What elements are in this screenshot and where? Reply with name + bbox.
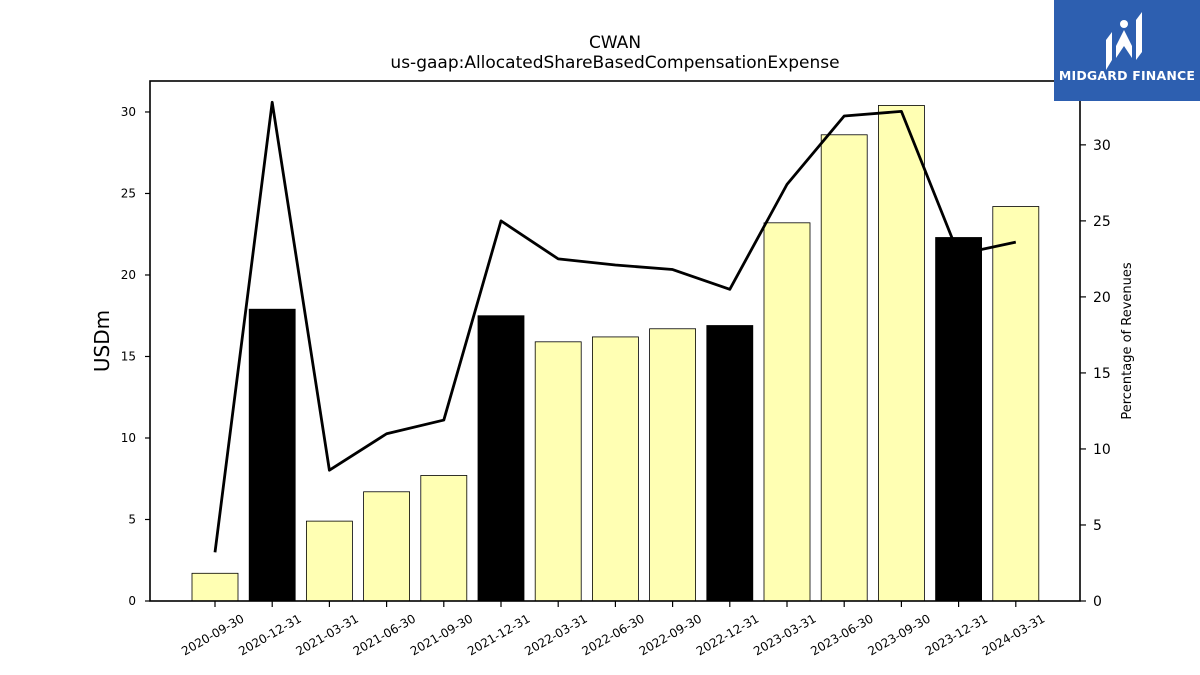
bar-2023-12-31 — [935, 237, 982, 602]
y-tick-label: 5 — [128, 512, 136, 526]
x-tick-label: 2024-03-31 — [980, 611, 1047, 658]
bar-2024-03-31 — [992, 206, 1040, 602]
y-tick-label: 10 — [121, 431, 136, 445]
x-tick-label: 2020-09-30 — [179, 611, 246, 658]
x-tick-label: 2023-06-30 — [808, 611, 875, 658]
x-tick-label: 2023-09-30 — [865, 611, 932, 658]
x-tick-label: 2022-06-30 — [579, 611, 646, 658]
y2-tick-label: 5 — [1093, 518, 1102, 534]
line-series — [213, 100, 1017, 553]
x-tick-label: 2021-09-30 — [408, 611, 475, 658]
x-tick-label: 2021-03-31 — [293, 611, 360, 658]
bar-2023-09-30 — [878, 105, 925, 602]
brand-name: MIDGARD FINANCE — [1058, 68, 1196, 83]
brand-logo: MIDGARD FINANCE — [1054, 0, 1200, 101]
y-axis-right: 0 5 10 15 20 25 30 — [1080, 138, 1111, 610]
x-tick-label: 2023-12-31 — [923, 611, 990, 658]
x-tick-label: 2021-06-30 — [351, 611, 418, 658]
x-tick-label: 2021-12-31 — [465, 611, 532, 658]
y-axis-left: 0 5 10 15 20 25 30 — [121, 105, 150, 608]
y2-tick-label: 25 — [1093, 214, 1111, 230]
chart-subtitle: us-gaap:AllocatedShareBasedCompensationE… — [390, 53, 839, 73]
bar-2021-03-31 — [305, 520, 353, 602]
bar-series — [191, 105, 1040, 602]
bar-2020-12-31 — [248, 308, 296, 602]
y2-tick-label: 0 — [1093, 594, 1102, 610]
y-tick-label: 15 — [121, 349, 136, 363]
x-tick-label: 2023-03-31 — [751, 611, 818, 658]
bar-2023-03-31 — [763, 222, 811, 602]
y2-tick-label: 10 — [1093, 442, 1111, 458]
percentage-line — [213, 100, 1017, 553]
chart-title: CWAN — [589, 33, 641, 53]
y-tick-label: 0 — [128, 594, 136, 608]
x-tick-label: 2022-03-31 — [522, 611, 589, 658]
y2-tick-label: 20 — [1093, 290, 1111, 306]
y-tick-label: 25 — [121, 186, 136, 200]
y-axis-label: USDm — [90, 310, 114, 372]
bar-2022-06-30 — [592, 336, 639, 602]
y2-tick-label: 30 — [1093, 138, 1111, 154]
y2-axis-label: Percentage of Revenues — [1120, 262, 1135, 420]
y2-tick-label: 15 — [1093, 366, 1111, 382]
midgard-logo-icon — [1106, 12, 1142, 70]
bar-2022-12-31 — [706, 325, 754, 602]
x-axis: 2020-09-302020-12-312021-03-312021-06-30… — [179, 601, 1047, 658]
bar-2020-09-30 — [191, 572, 239, 602]
bar-2021-12-31 — [477, 315, 525, 602]
bar-2021-09-30 — [420, 475, 468, 602]
bar-2023-06-30 — [820, 134, 868, 602]
y-tick-label: 20 — [121, 268, 136, 282]
bar-2022-03-31 — [534, 341, 582, 602]
x-tick-label: 2022-12-31 — [694, 611, 761, 658]
y-tick-label: 30 — [121, 105, 136, 119]
x-tick-label: 2022-09-30 — [637, 611, 704, 658]
bar-2021-06-30 — [363, 491, 411, 602]
x-tick-label: 2020-12-31 — [236, 611, 303, 658]
bar-2022-09-30 — [649, 328, 696, 602]
